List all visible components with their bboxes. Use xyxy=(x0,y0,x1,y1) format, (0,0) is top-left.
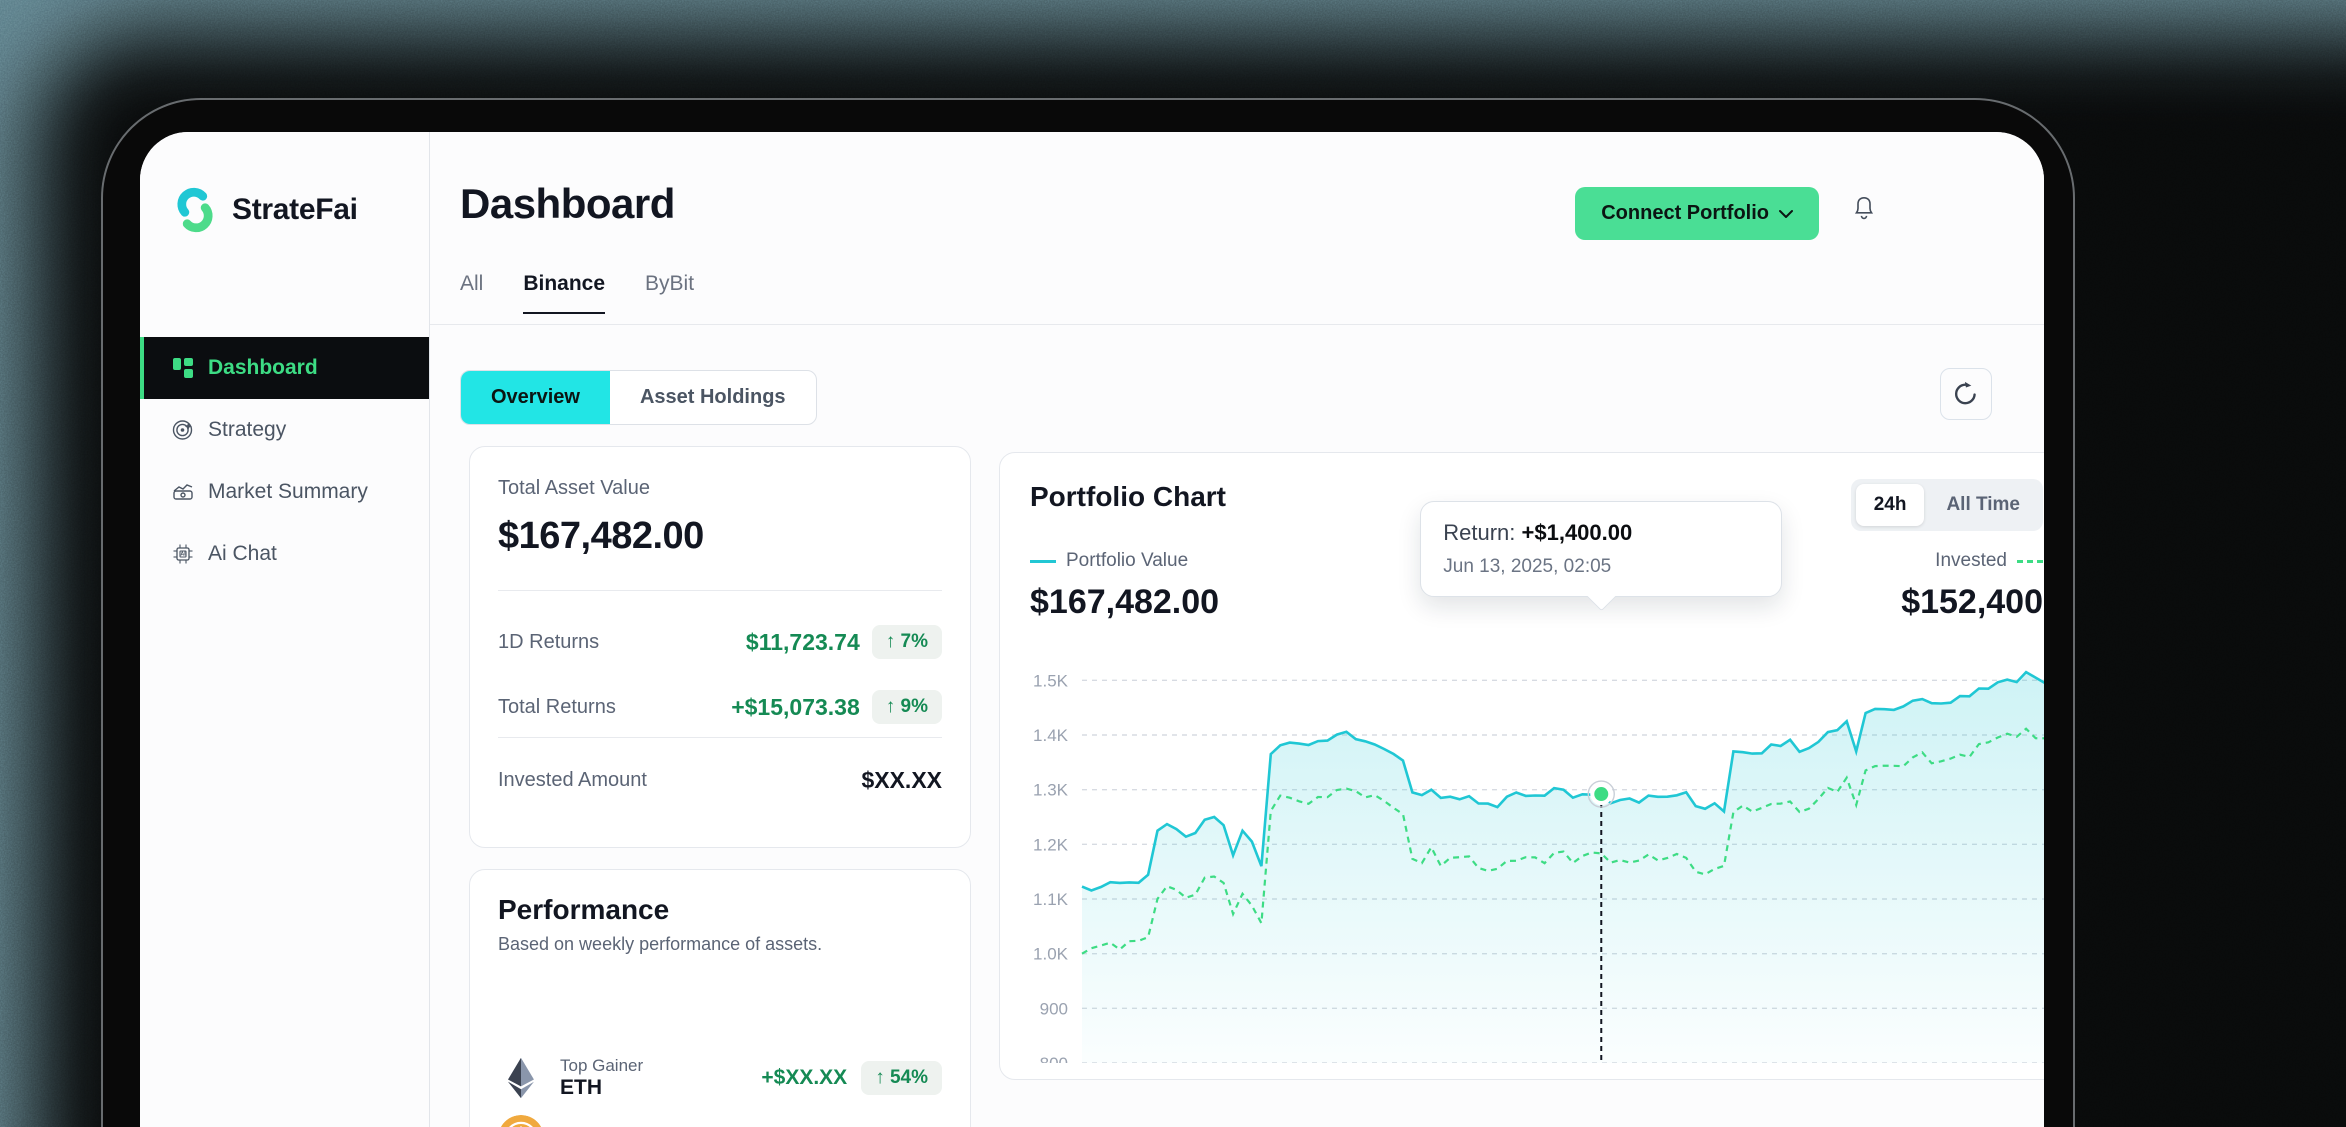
svg-text:800: 800 xyxy=(1040,1054,1068,1063)
svg-text:1.3K: 1.3K xyxy=(1033,781,1069,800)
svg-text:1.5K: 1.5K xyxy=(1033,671,1069,690)
svg-text:1.4K: 1.4K xyxy=(1033,726,1069,745)
svg-text:1.2K: 1.2K xyxy=(1033,835,1069,854)
svg-text:900: 900 xyxy=(1040,999,1068,1018)
svg-text:AI: AI xyxy=(180,551,186,557)
svg-text:1.1K: 1.1K xyxy=(1033,890,1069,909)
svg-text:1.0K: 1.0K xyxy=(1033,945,1069,964)
